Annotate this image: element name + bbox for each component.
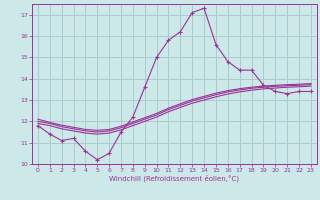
X-axis label: Windchill (Refroidissement éolien,°C): Windchill (Refroidissement éolien,°C) <box>109 175 239 182</box>
